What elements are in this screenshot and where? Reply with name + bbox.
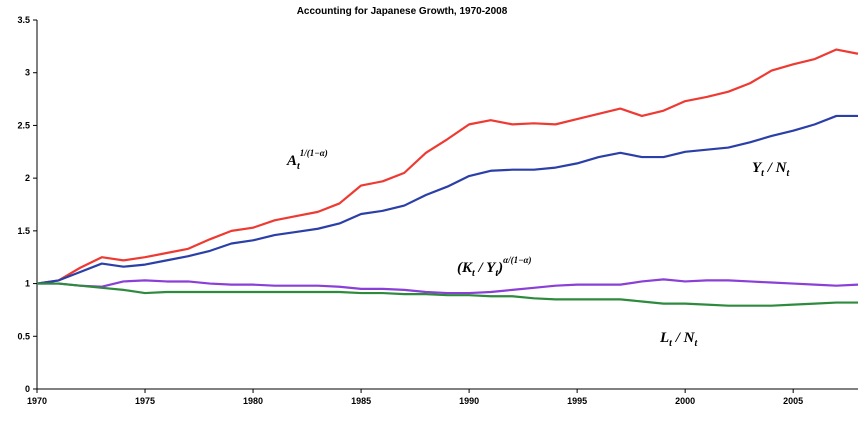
label-part: t — [669, 338, 673, 349]
series-label: Lt / Nt — [659, 330, 698, 349]
y-tick-label: 2 — [25, 173, 30, 183]
y-tick-label: 2.5 — [17, 120, 30, 130]
label-part: α/(1−α) — [503, 255, 531, 265]
series-line — [36, 114, 858, 285]
series-line — [37, 278, 859, 295]
y-tick-label: 1.5 — [17, 226, 30, 236]
x-tick-label: 2000 — [675, 396, 695, 406]
label-part: L — [659, 330, 669, 346]
x-tick-label: 1990 — [459, 396, 479, 406]
series-label: Yt / Nt — [752, 160, 790, 179]
label-part: 1/(1−α) — [300, 148, 328, 158]
series-label: (Kt / Yt)α/(1−α) — [457, 255, 532, 279]
x-tick-label: 1980 — [243, 396, 263, 406]
x-tick-label: 1975 — [135, 396, 155, 406]
chart-title: Accounting for Japanese Growth, 1970-200… — [297, 6, 508, 17]
series-label: At 1/(1−α) — [286, 148, 328, 172]
label-part: / N — [672, 330, 696, 346]
label-part: t — [761, 168, 765, 179]
y-tick-label: 1 — [25, 279, 30, 289]
label-part: (K — [457, 260, 473, 276]
y-tick-label: 3.5 — [17, 15, 30, 25]
x-tick-label: 1995 — [567, 396, 587, 406]
label-part: t — [786, 168, 790, 179]
x-tick-label: 1985 — [351, 396, 371, 406]
series-line — [36, 48, 859, 285]
x-tick-label: 1970 — [27, 396, 47, 406]
label-part: Y — [752, 160, 763, 176]
y-tick-label: 0 — [25, 384, 30, 394]
label-part: / Y — [475, 260, 497, 276]
label-part: t — [694, 338, 698, 349]
label-part: / N — [764, 160, 788, 176]
label-part: A — [286, 153, 297, 169]
label-part: t — [472, 268, 476, 279]
label-part: t — [297, 161, 301, 172]
series-line — [37, 282, 858, 307]
y-tick-label: 0.5 — [17, 331, 30, 341]
label-part: t — [495, 268, 499, 279]
y-tick-label: 3 — [25, 68, 30, 78]
x-tick-label: 2005 — [783, 396, 803, 406]
label-part: ) — [496, 260, 503, 276]
